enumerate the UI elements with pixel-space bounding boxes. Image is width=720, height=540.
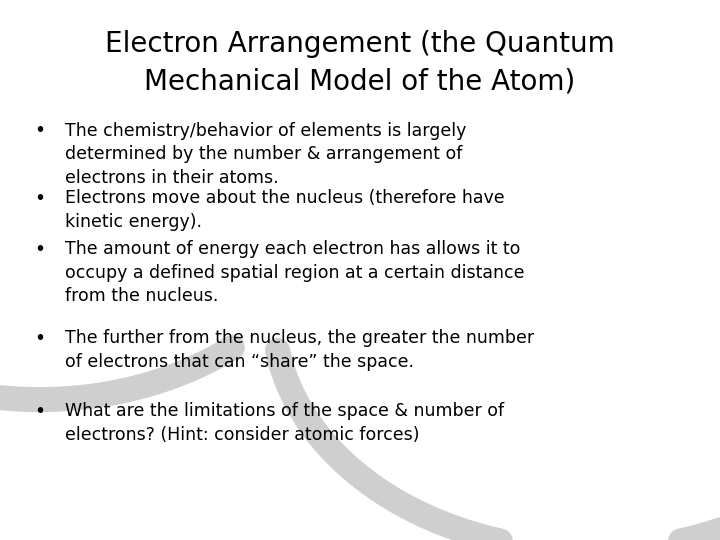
Text: •: • bbox=[34, 329, 45, 348]
Text: Electrons move about the nucleus (therefore have
kinetic energy).: Electrons move about the nucleus (theref… bbox=[65, 189, 505, 231]
Text: Electron Arrangement (the Quantum: Electron Arrangement (the Quantum bbox=[105, 30, 615, 58]
Text: •: • bbox=[34, 402, 45, 421]
Text: •: • bbox=[34, 240, 45, 259]
Text: •: • bbox=[34, 122, 45, 140]
Text: •: • bbox=[34, 189, 45, 208]
Text: The chemistry/behavior of elements is largely
determined by the number & arrange: The chemistry/behavior of elements is la… bbox=[65, 122, 466, 187]
Text: The further from the nucleus, the greater the number
of electrons that can “shar: The further from the nucleus, the greate… bbox=[65, 329, 534, 371]
Text: Mechanical Model of the Atom): Mechanical Model of the Atom) bbox=[145, 68, 575, 96]
Text: The amount of energy each electron has allows it to
occupy a defined spatial reg: The amount of energy each electron has a… bbox=[65, 240, 524, 306]
Text: What are the limitations of the space & number of
electrons? (Hint: consider ato: What are the limitations of the space & … bbox=[65, 402, 504, 444]
